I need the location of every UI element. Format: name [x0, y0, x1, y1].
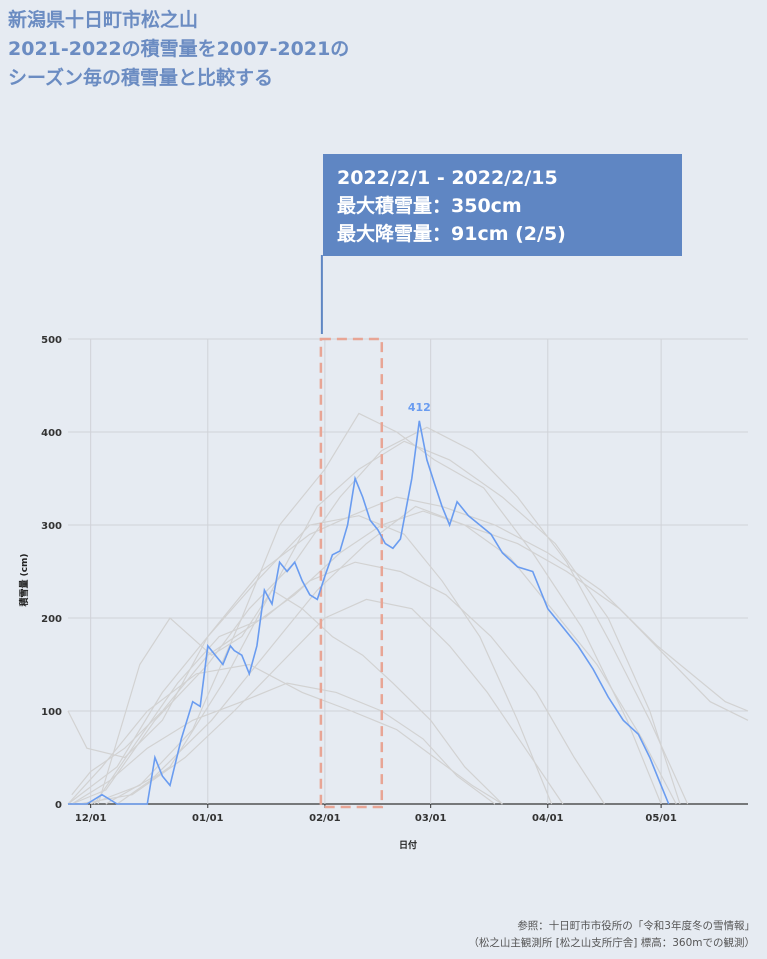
- x-tick-label-02/01: 02/01: [309, 813, 341, 824]
- chart-title: 新潟県十日町市松之山 2021-2022の積雪量を2007-2021の シーズン…: [8, 6, 349, 93]
- y-tick-label-500: 500: [41, 335, 62, 346]
- grid-lines: [68, 338, 748, 805]
- background-series-line-7: [67, 663, 503, 805]
- peak-data-label: 412: [408, 401, 431, 414]
- source-line-1: 参照：十日町市市役所の「令和3年度冬の雪情報」: [517, 920, 755, 932]
- x-axis-label: 日付: [399, 839, 417, 851]
- source-line-2: （松之山主観測所 [松之山支所庁舎] 標高：360mでの観測）: [468, 937, 755, 949]
- highlight-callout-box: 2022/2/1 - 2022/2/15 最大積雪量：350cm 最大降雪量：9…: [323, 154, 682, 256]
- y-tick-label-300: 300: [41, 521, 62, 532]
- callout-date-range: 2022/2/1 - 2022/2/15: [337, 167, 558, 189]
- y-tick-label-0: 0: [55, 800, 62, 811]
- y-tick-label-100: 100: [41, 707, 62, 718]
- x-axis: 12/01 01/01 02/01 03/01 04/01 05/01: [75, 804, 677, 824]
- callout-max-snowfall: 最大降雪量：91cm (2/5): [337, 223, 566, 245]
- highlight-range-box: [319, 337, 384, 809]
- background-series-line-1: [71, 510, 677, 805]
- background-series-line-10: [71, 682, 496, 805]
- x-tick-label-04/01: 04/01: [532, 813, 564, 824]
- y-axis: 0 100 200 300 400 500: [41, 335, 62, 811]
- title-line-3: シーズン毎の積雪量と比較する: [8, 67, 274, 89]
- background-series-line-4: [67, 496, 749, 805]
- background-series-line-12: [105, 505, 749, 805]
- x-tick-label-05/01: 05/01: [645, 813, 677, 824]
- x-tick-label-12/01: 12/01: [75, 813, 107, 824]
- background-series-line-11: [67, 515, 553, 805]
- background-series-line-6: [79, 598, 564, 805]
- highlight-series-line-2021-2022: [68, 420, 670, 805]
- x-tick-label-03/01: 03/01: [415, 813, 447, 824]
- x-tick-label-01/01: 01/01: [192, 813, 224, 824]
- background-series-line-9: [116, 440, 681, 805]
- title-line-1: 新潟県十日町市松之山: [8, 9, 199, 31]
- y-axis-label: 積雪量 (cm): [18, 553, 30, 607]
- background-series-line-5: [93, 561, 605, 805]
- background-series-line-3: [90, 412, 662, 805]
- source-note: 参照：十日町市市役所の「令和3年度冬の雪情報」 （松之山主観測所 [松之山支所庁…: [468, 918, 755, 952]
- y-tick-label-200: 200: [41, 614, 62, 625]
- callout-max-depth: 最大積雪量：350cm: [337, 195, 522, 217]
- y-tick-label-400: 400: [41, 428, 62, 439]
- background-series-group: [67, 412, 749, 805]
- title-line-2: 2021-2022の積雪量を2007-2021の: [8, 38, 350, 60]
- background-series-line-2: [71, 426, 689, 805]
